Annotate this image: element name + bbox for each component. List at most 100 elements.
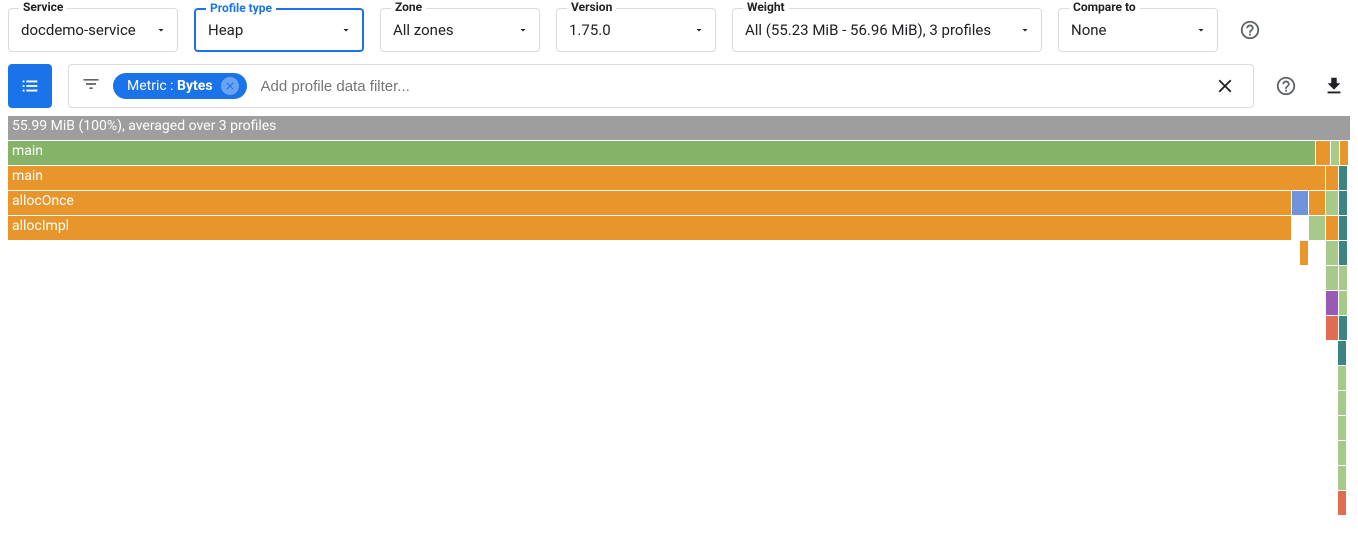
flame-frame[interactable]: 55.99 MiB (100%), averaged over 3 profil…: [8, 116, 1350, 140]
flame-frame[interactable]: allocImpl: [8, 216, 1291, 240]
flame-frame-anon[interactable]: [1339, 241, 1347, 265]
flame-row: [8, 491, 1350, 515]
flame-row: allocOnce: [8, 191, 1350, 215]
flame-frame-anon[interactable]: [1326, 316, 1338, 340]
flame-frame-anon[interactable]: [1338, 491, 1346, 515]
flame-frame-anon[interactable]: [1326, 291, 1338, 315]
flame-frame-anon: [8, 241, 1299, 265]
flame-frame-anon[interactable]: [1338, 341, 1346, 365]
dropdown-value: Heap: [208, 21, 243, 39]
dropdown-label: Profile type: [206, 1, 276, 15]
dropdown-value: All (55.23 MiB - 56.96 MiB), 3 profiles: [745, 21, 991, 39]
flame-frame-anon[interactable]: [1338, 391, 1346, 415]
flame-frame-anon[interactable]: [1326, 166, 1338, 190]
flame-frame-anon[interactable]: [1316, 141, 1329, 165]
dropdown-zone[interactable]: ZoneAll zones: [380, 8, 540, 52]
chip-value: Bytes: [177, 78, 212, 94]
list-view-button[interactable]: [8, 64, 52, 108]
chevron-down-icon: [155, 24, 167, 36]
flame-frame-anon: [8, 416, 1337, 440]
flame-frame[interactable]: main: [8, 141, 1315, 165]
flame-frame[interactable]: allocOnce: [8, 191, 1291, 215]
flame-frame-anon[interactable]: [1292, 191, 1308, 215]
chip-remove-icon[interactable]: [221, 77, 239, 95]
chip-sep: :: [167, 78, 177, 94]
flame-frame-anon[interactable]: [1309, 216, 1325, 240]
flame-frame-anon: [8, 266, 1325, 290]
flame-frame-anon: [8, 341, 1337, 365]
help-icon[interactable]: [1270, 70, 1302, 102]
dropdown-service[interactable]: Servicedocdemo-service: [8, 8, 178, 52]
flame-row: [8, 441, 1350, 465]
flame-frame[interactable]: main: [8, 166, 1325, 190]
flame-frame-anon[interactable]: [1339, 191, 1347, 215]
flame-frame-anon[interactable]: [1338, 366, 1346, 390]
flame-row: allocImpl: [8, 216, 1350, 240]
flame-row: main: [8, 166, 1350, 190]
flame-frame-anon: [1309, 241, 1325, 265]
flame-frame-anon[interactable]: [1300, 241, 1308, 265]
flame-frame-anon[interactable]: [1339, 316, 1347, 340]
dropdown-profile[interactable]: Profile typeHeap: [194, 8, 364, 52]
flame-frame-anon[interactable]: [1338, 441, 1346, 465]
flame-frame-anon[interactable]: [1339, 291, 1347, 315]
flame-row: [8, 341, 1350, 365]
flame-graph: 55.99 MiB (100%), averaged over 3 profil…: [8, 116, 1350, 515]
flame-frame-anon[interactable]: [1309, 191, 1325, 215]
flame-frame-anon[interactable]: [1339, 216, 1347, 240]
filter-dropdown-row: Servicedocdemo-service Profile typeHeap Zo…: [8, 8, 1350, 52]
flame-frame-anon[interactable]: [1339, 166, 1347, 190]
chevron-down-icon: [1019, 24, 1031, 36]
flame-row: [8, 291, 1350, 315]
flame-frame-anon: [8, 366, 1337, 390]
download-icon[interactable]: [1318, 70, 1350, 102]
metric-chip[interactable]: Metric : Bytes: [113, 73, 247, 99]
flame-row: [8, 241, 1350, 265]
flame-frame-anon[interactable]: [1326, 216, 1338, 240]
flame-frame-anon[interactable]: [1339, 266, 1347, 290]
flame-frame-anon: [8, 491, 1337, 515]
flame-frame-anon[interactable]: [1338, 416, 1346, 440]
dropdown-label: Zone: [391, 0, 426, 14]
filter-bar: Metric : Bytes: [68, 64, 1254, 108]
dropdown-label: Weight: [743, 0, 789, 14]
filter-input[interactable]: [259, 77, 1197, 96]
flame-frame-anon: [8, 391, 1337, 415]
dropdown-label: Service: [19, 0, 67, 14]
flame-frame-anon: [8, 316, 1325, 340]
flame-frame-anon: [8, 466, 1337, 490]
flame-frame-anon: [1292, 216, 1308, 240]
dropdown-weight[interactable]: WeightAll (55.23 MiB - 56.96 MiB), 3 pro…: [732, 8, 1042, 52]
flame-row: [8, 366, 1350, 390]
filter-icon[interactable]: [81, 74, 101, 98]
flame-frame-anon: [8, 441, 1337, 465]
flame-row: [8, 391, 1350, 415]
flame-frame-anon[interactable]: [1326, 266, 1338, 290]
chevron-down-icon: [693, 24, 705, 36]
flame-frame-anon[interactable]: [1331, 141, 1339, 165]
dropdown-compare[interactable]: Compare toNone: [1058, 8, 1218, 52]
flame-frame-anon[interactable]: [1326, 241, 1338, 265]
flame-frame-anon: [8, 291, 1325, 315]
flame-row: 55.99 MiB (100%), averaged over 3 profil…: [8, 116, 1350, 140]
dropdown-value: docdemo-service: [21, 21, 136, 39]
filter-row: Metric : Bytes: [8, 64, 1350, 108]
flame-row: main: [8, 141, 1350, 165]
flame-frame-anon[interactable]: [1326, 191, 1338, 215]
flame-row: [8, 316, 1350, 340]
flame-row: [8, 266, 1350, 290]
help-icon[interactable]: [1234, 14, 1266, 46]
chevron-down-icon: [517, 24, 529, 36]
dropdown-value: All zones: [393, 21, 454, 39]
flame-row: [8, 466, 1350, 490]
dropdown-value: 1.75.0: [569, 21, 611, 39]
dropdown-value: None: [1071, 21, 1107, 39]
flame-row: [8, 416, 1350, 440]
chevron-down-icon: [340, 24, 352, 36]
clear-filter-icon[interactable]: [1209, 70, 1241, 102]
flame-frame-anon[interactable]: [1340, 141, 1348, 165]
flame-frame-anon[interactable]: [1338, 466, 1346, 490]
dropdown-version[interactable]: Version1.75.0: [556, 8, 716, 52]
dropdown-label: Version: [567, 0, 616, 14]
chevron-down-icon: [1195, 24, 1207, 36]
